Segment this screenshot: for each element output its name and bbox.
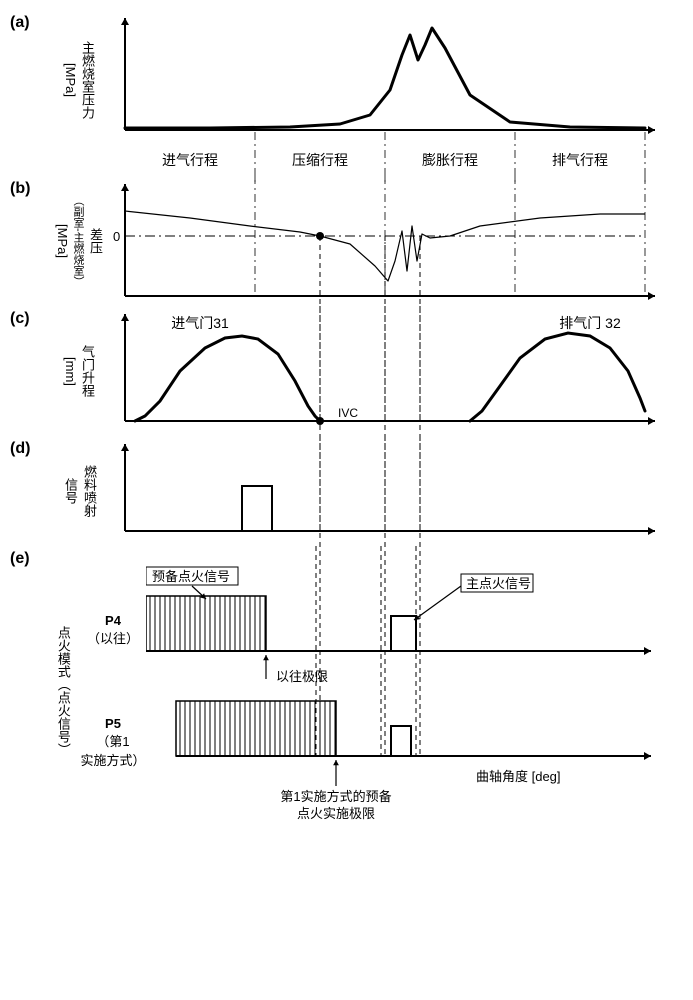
ivc-label: IVC — [338, 406, 358, 420]
y-axis-label: 主燃烧室压力[MPa] — [50, 10, 110, 150]
stroke-labels: 进气行程压缩行程膨胀行程排气行程 — [125, 150, 645, 170]
panel-tag: (a) — [10, 10, 50, 32]
stroke-label: 膨胀行程 — [385, 150, 515, 170]
main-ignition-label: 主点火信号 — [466, 576, 531, 591]
prev-limit-label: 以往极限 — [276, 669, 328, 684]
exhaust-valve-label: 排气门 32 — [559, 315, 621, 331]
stroke-label: 进气行程 — [125, 150, 255, 170]
impl-limit-label-1: 第1实施方式的预备 — [280, 789, 391, 804]
prep-ignition-label: 预备点火信号 — [152, 569, 230, 584]
x-axis-label: 曲轴角度 [deg] — [476, 769, 561, 784]
mode-p5-label: P5（第1实施方式） — [78, 716, 148, 769]
stroke-label: 压缩行程 — [255, 150, 385, 170]
y-axis-label: 点火模式（点火信号） — [49, 546, 78, 836]
panel-tag: (d) — [10, 436, 50, 458]
panel-plot: 0 — [110, 176, 683, 306]
panel-plot — [110, 10, 683, 150]
panel-plot — [110, 436, 683, 546]
y-axis-label: 燃料喷射信号 — [50, 436, 110, 546]
impl-limit-label-2: 点火实施极限 — [297, 806, 375, 821]
panel-tag: (e) — [10, 546, 49, 568]
mode-p4-label: P4（以往） — [78, 613, 148, 647]
intake-valve-label: 进气门31 — [171, 315, 229, 331]
svg-text:0: 0 — [113, 229, 120, 244]
panel-tag: (c) — [10, 306, 50, 328]
panel-plot: 进气门31 排气门 32 IVC — [110, 306, 683, 436]
panel-plot: 预备点火信号 主点火信号以往极限第1实施方式的预备点火实施极限 曲轴角度 [deg] — [146, 546, 683, 836]
y-axis-label: 差压（副室-主燃烧室）[MPa] — [50, 176, 110, 306]
stroke-label: 排气行程 — [515, 150, 645, 170]
panel-tag: (b) — [10, 176, 50, 198]
y-axis-label: 气门升程[mm] — [50, 306, 110, 436]
